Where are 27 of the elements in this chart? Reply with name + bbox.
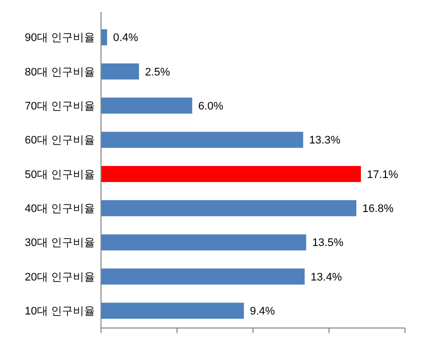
data-label: 2.5% [145,66,170,78]
bar [101,234,306,250]
data-label: 6.0% [198,100,224,112]
bar [101,302,244,319]
bar [101,132,304,148]
data-label: 13.4% [310,271,342,284]
y-tick-label: 30대 인구비율 [24,237,95,250]
y-tick-label: 90대 인구비율 [24,32,95,44]
data-label: 16.8% [362,203,394,216]
bar [101,29,108,46]
data-label: 0.4% [113,32,138,44]
data-label: 9.4% [250,306,276,318]
data-label: 13.3% [309,134,341,147]
y-tick-label: 20대 인구비율 [24,271,95,284]
bar [101,63,139,80]
y-tick-label: 50대 인구비율 [24,168,95,181]
data-label: 13.5% [312,237,344,250]
bar [101,200,356,216]
y-tick-label: 70대 인구비율 [24,100,95,112]
y-tick-label: 60대 인구비율 [24,134,95,147]
y-tick-label: 10대 인구비율 [24,306,95,318]
y-tick-label: 80대 인구비율 [24,66,95,78]
bar [101,268,305,285]
y-tick-label: 40대 인구비율 [24,203,95,216]
bar [101,166,361,182]
data-label: 17.1% [366,168,398,181]
bar [101,98,192,114]
